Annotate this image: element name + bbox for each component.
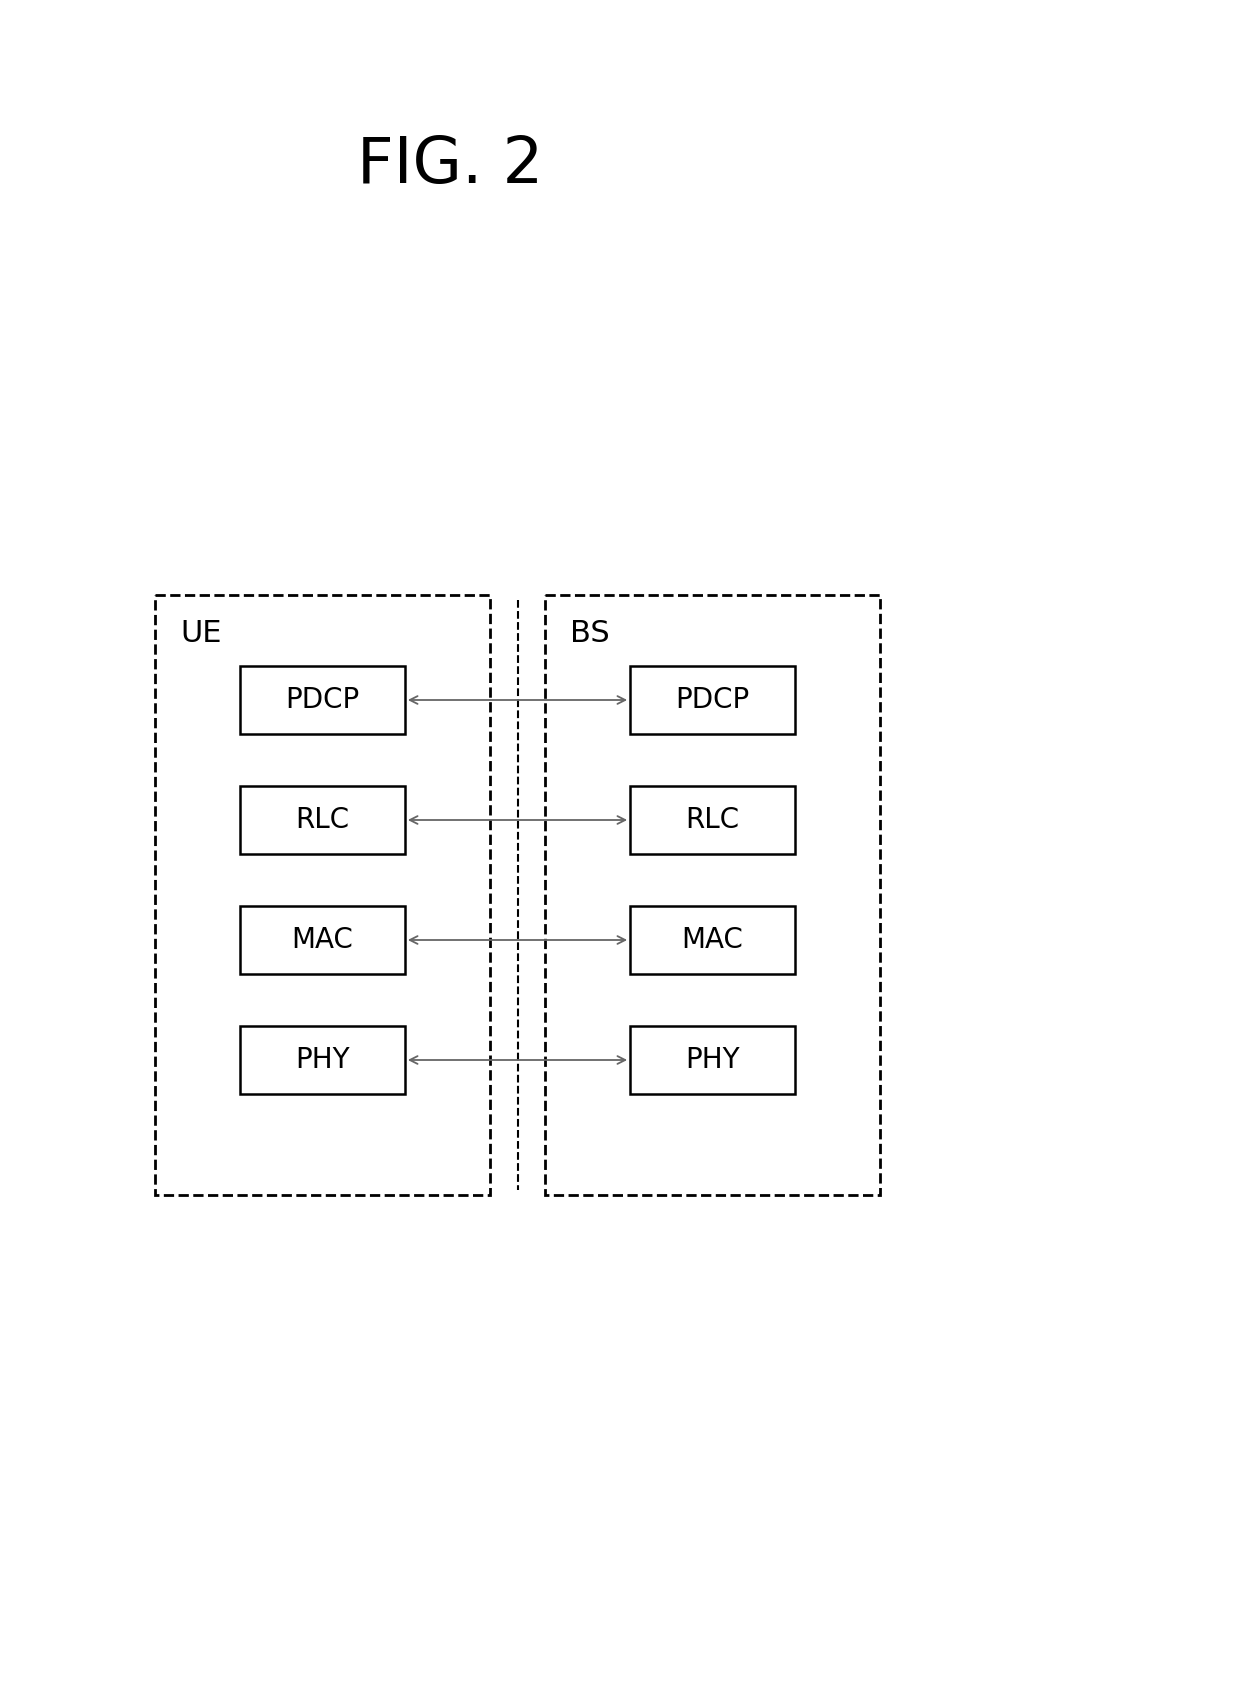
Bar [630, 1026, 795, 1094]
Bar [241, 667, 405, 734]
Text: PDCP: PDCP [676, 685, 750, 714]
Text: PHY: PHY [686, 1046, 740, 1074]
Bar [241, 906, 405, 974]
Text: RLC: RLC [295, 806, 350, 834]
Text: RLC: RLC [686, 806, 739, 834]
Bar [630, 785, 795, 855]
Text: FIG. 2: FIG. 2 [357, 134, 543, 197]
Text: MAC: MAC [682, 926, 744, 953]
Bar [630, 906, 795, 974]
Text: PDCP: PDCP [285, 685, 360, 714]
Bar [241, 785, 405, 855]
Text: BS: BS [570, 619, 610, 648]
Text: MAC: MAC [291, 926, 353, 953]
Bar [546, 595, 880, 1196]
Text: PHY: PHY [295, 1046, 350, 1074]
Bar [155, 595, 490, 1196]
Bar [630, 667, 795, 734]
Text: UE: UE [180, 619, 222, 648]
Bar [241, 1026, 405, 1094]
